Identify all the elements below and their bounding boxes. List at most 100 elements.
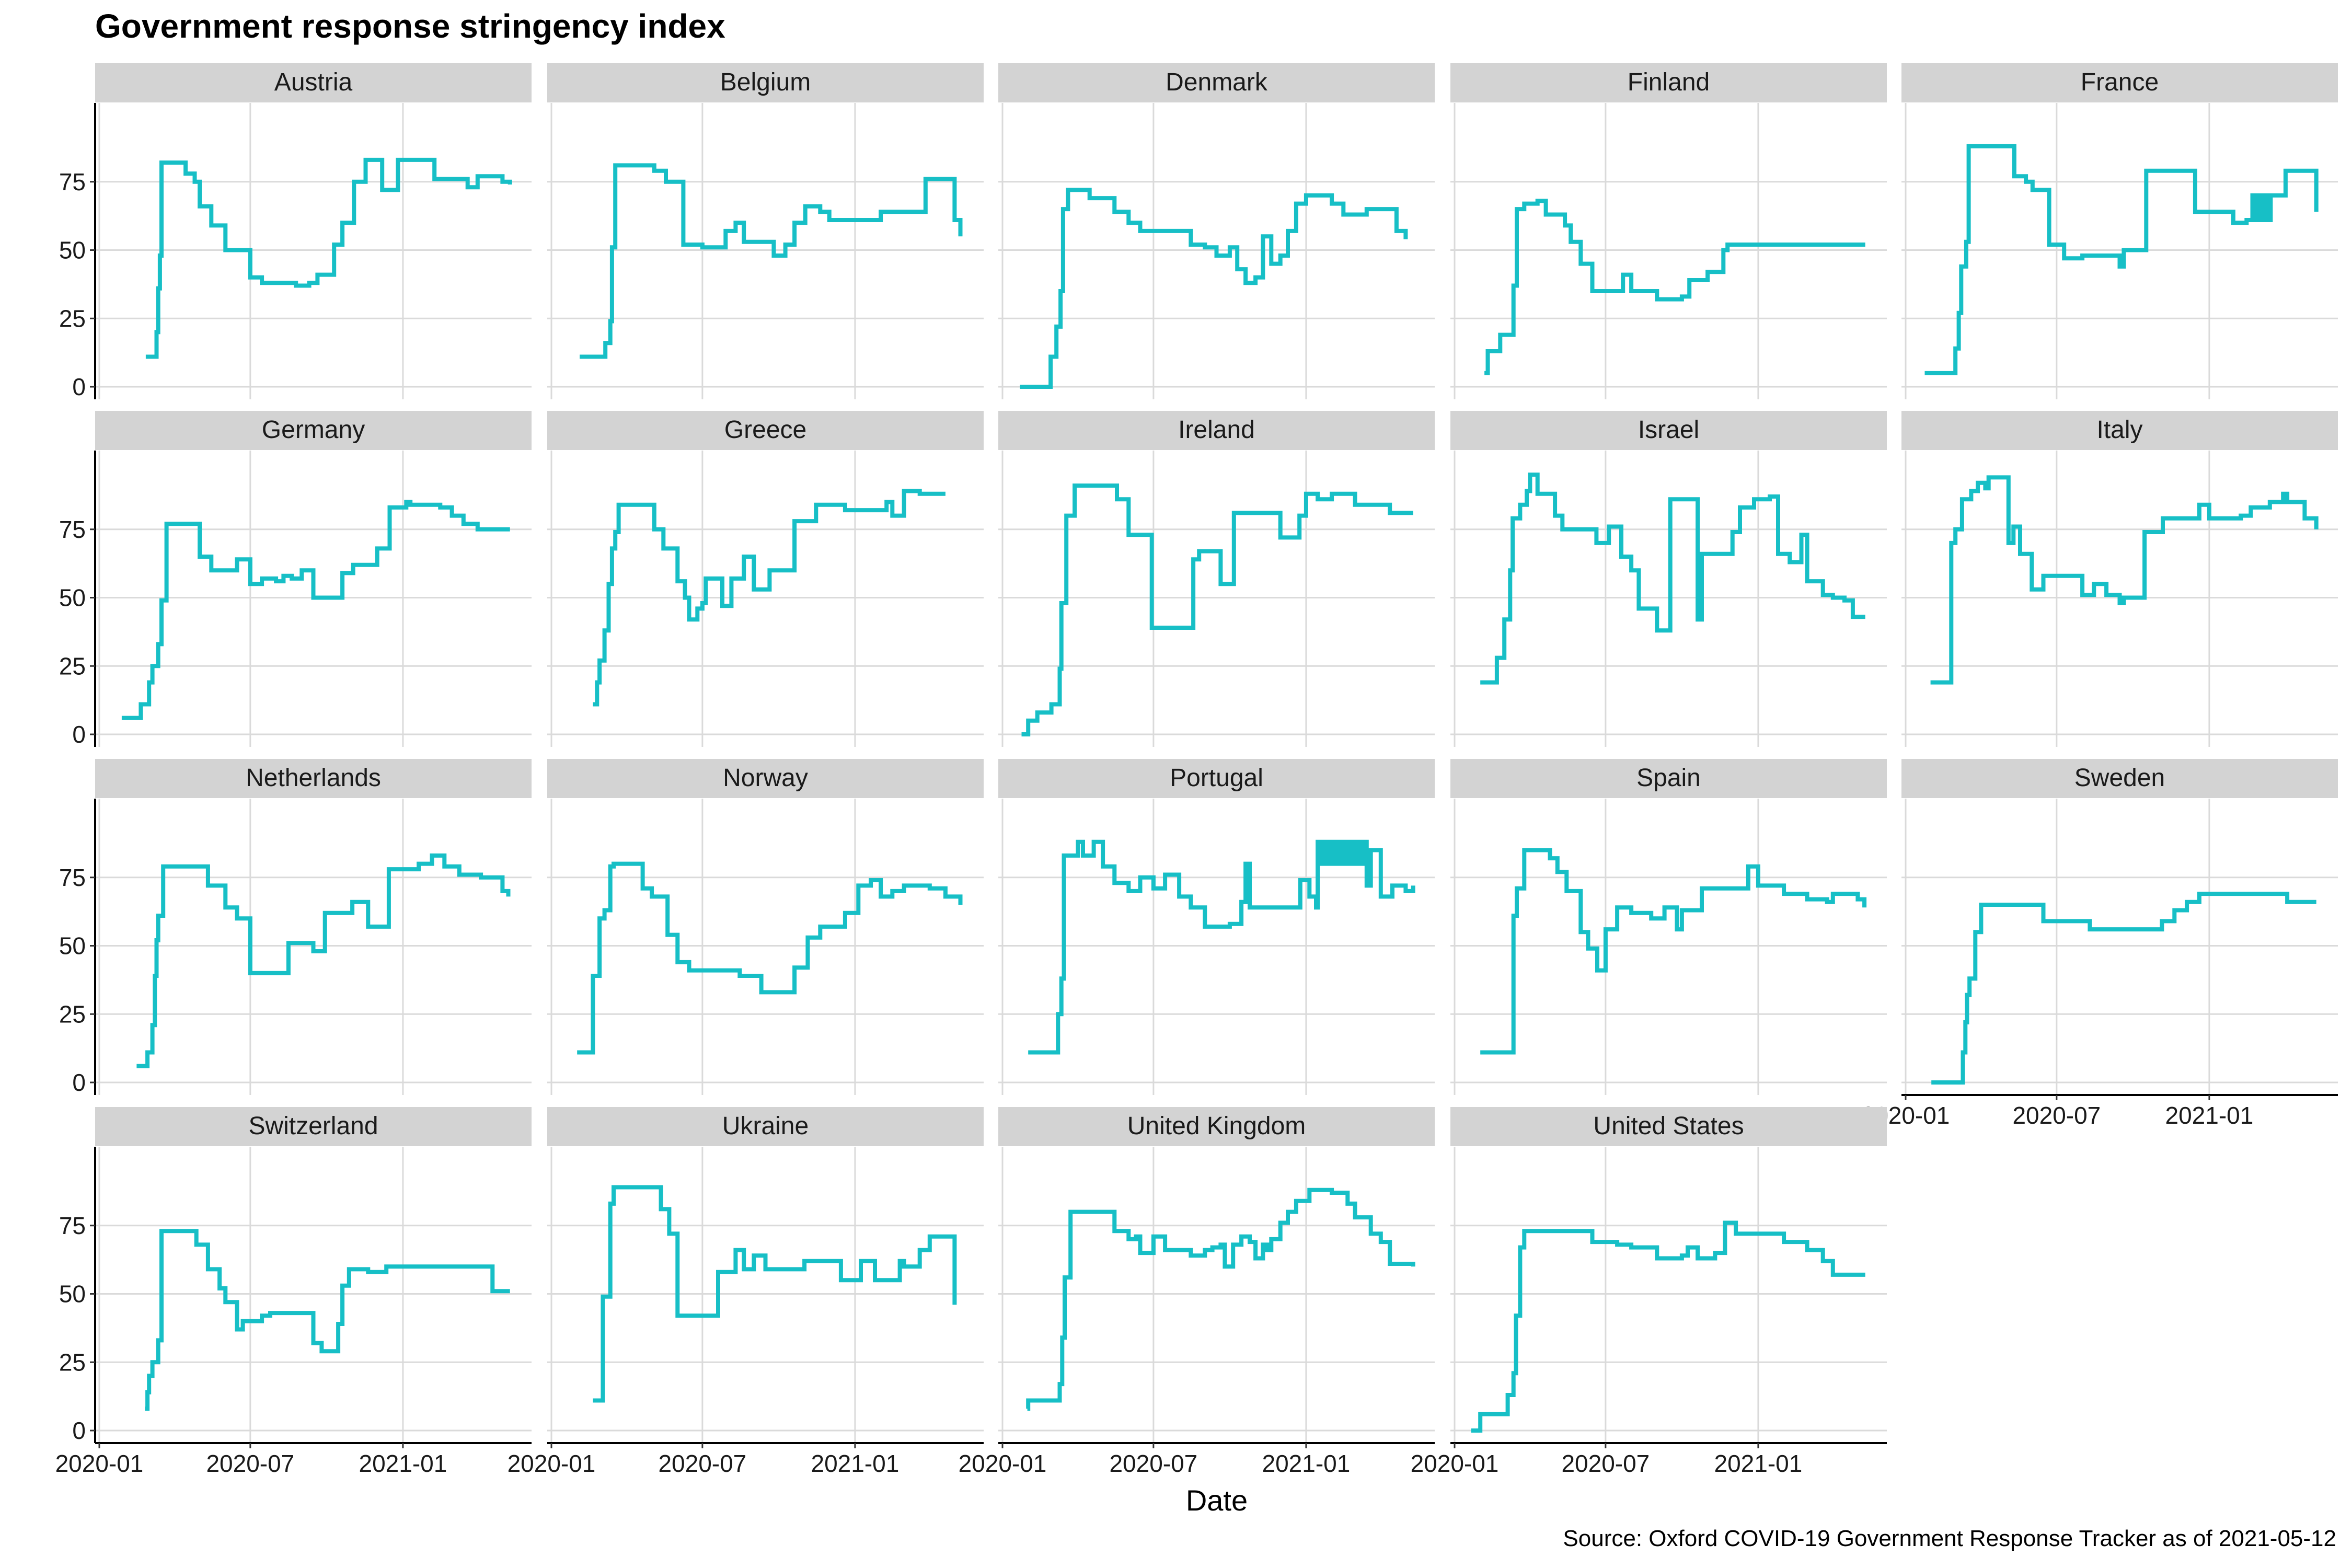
facet-label: Denmark xyxy=(1166,68,1268,96)
y-tick-label: 75 xyxy=(59,516,86,543)
x-tick-label: 2020-07 xyxy=(1561,1450,1650,1477)
facet-strip xyxy=(998,411,1435,450)
y-tick-label: 75 xyxy=(59,864,86,891)
facet-strip xyxy=(998,759,1435,798)
x-tick-label: 2021-01 xyxy=(1714,1450,1803,1477)
x-tick-label: 2020-01 xyxy=(1411,1450,1499,1477)
series-line xyxy=(1020,188,1408,389)
facet-panel-switzerland: Switzerland 0 25 50 75 2020-01 2020-07 2021-01 xyxy=(55,1107,532,1477)
series-line xyxy=(593,1185,957,1403)
facet-strip xyxy=(547,411,984,450)
facet-label: Belgium xyxy=(720,68,811,96)
facet-panel-netherlands: Netherlands 0 25 50 75 xyxy=(59,759,532,1096)
facet-label: Finland xyxy=(1628,68,1710,96)
facet-strip xyxy=(1901,411,2338,450)
facet-label: Israel xyxy=(1638,416,1699,444)
series-line xyxy=(1484,199,1865,375)
facet-panel-italy: Italy xyxy=(1901,411,2338,747)
facet-panel-france: France xyxy=(1901,63,2338,399)
y-tick-label: 50 xyxy=(59,584,86,612)
y-tick-label: 75 xyxy=(59,168,86,195)
series-line xyxy=(1021,483,1413,736)
facet-strip xyxy=(1450,759,1887,798)
x-tick-label: 2020-01 xyxy=(508,1450,596,1477)
facet-label: Austria xyxy=(274,68,353,96)
y-tick-label: 25 xyxy=(59,1348,86,1376)
facet-label: Norway xyxy=(723,764,808,792)
facet-panel-israel: Israel xyxy=(1450,411,1887,747)
x-tick-label: 2021-01 xyxy=(359,1450,447,1477)
facet-panel-norway: Norway xyxy=(547,759,984,1095)
facet-panel-ireland: Ireland xyxy=(998,411,1435,747)
series-line xyxy=(593,489,946,707)
chart-caption: Source: Oxford COVID-19 Government Respo… xyxy=(1563,1526,2336,1551)
facet-strip xyxy=(95,1107,532,1146)
y-tick-label: 50 xyxy=(59,1281,86,1308)
series-line xyxy=(1924,144,2319,375)
facet-strip xyxy=(1901,63,2338,102)
facet-label: France xyxy=(2081,68,2159,96)
x-axis-title: Date xyxy=(1186,1484,1248,1517)
facet-strip xyxy=(998,63,1435,102)
series-line xyxy=(1931,892,2316,1085)
facet-panel-germany: Germany 0 25 50 75 xyxy=(59,411,532,748)
facet-label: Ireland xyxy=(1178,416,1255,444)
x-tick-label: 2021-01 xyxy=(1262,1450,1351,1477)
chart-title: Government response stringency index xyxy=(95,7,725,45)
facet-label: Netherlands xyxy=(246,764,381,792)
facet-strip xyxy=(1450,1107,1887,1146)
facet-panel-ukraine: Ukraine 2020-01 2020-07 2021-01 xyxy=(508,1107,984,1477)
facet-strip xyxy=(95,759,532,798)
series-line xyxy=(1028,839,1415,1055)
series-line xyxy=(577,861,963,1055)
series-line xyxy=(1026,1187,1415,1411)
y-tick-label: 25 xyxy=(59,305,86,332)
series-line xyxy=(580,163,963,359)
y-tick-label: 0 xyxy=(72,721,86,748)
y-tick-label: 50 xyxy=(59,237,86,264)
y-tick-label: 25 xyxy=(59,1000,86,1028)
y-tick-label: 0 xyxy=(72,1069,86,1096)
facet-strip xyxy=(547,63,984,102)
series-line xyxy=(1930,475,2319,685)
x-tick-label: 2021-01 xyxy=(811,1450,900,1477)
facet-panel-austria: Austria 0 25 50 75 xyxy=(59,63,532,400)
facet-label: Spain xyxy=(1636,764,1701,792)
x-tick-label: 2020-07 xyxy=(1109,1450,1197,1477)
series-line xyxy=(1471,1220,1865,1433)
facet-strip xyxy=(998,1107,1435,1146)
facet-panel-united-states: United States 2020-01 2020-07 2021-01 xyxy=(1411,1107,1887,1477)
facet-label: Sweden xyxy=(2074,764,2165,792)
facet-strip xyxy=(1901,759,2338,798)
facet-label: Switzerland xyxy=(248,1112,378,1140)
facet-strip xyxy=(547,1107,984,1146)
y-tick-label: 50 xyxy=(59,932,86,960)
y-tick-label: 75 xyxy=(59,1212,86,1239)
facet-panels: Austria 0 25 50 75 Belgium Denmark Finland Franc… xyxy=(55,63,2338,1477)
facet-panel-denmark: Denmark xyxy=(998,63,1435,399)
y-tick-label: 25 xyxy=(59,652,86,679)
y-tick-label: 0 xyxy=(72,1417,86,1444)
x-tick-label: 2020-01 xyxy=(959,1450,1047,1477)
facet-label: Greece xyxy=(724,416,806,444)
series-line xyxy=(1480,848,1867,1055)
facet-label: Germany xyxy=(262,416,365,444)
series-line xyxy=(136,853,511,1068)
series-line xyxy=(121,500,510,720)
facet-panel-united-kingdom: United Kingdom 2020-01 2020-07 2021-01 xyxy=(959,1107,1435,1477)
facet-strip xyxy=(95,411,532,450)
facet-label: Italy xyxy=(2096,416,2142,444)
facet-panel-portugal: Portugal xyxy=(998,759,1435,1095)
facet-strip xyxy=(95,63,532,102)
x-tick-label: 2020-07 xyxy=(658,1450,746,1477)
facet-strip xyxy=(1450,411,1887,450)
series-line xyxy=(145,157,512,359)
facet-panel-spain: Spain xyxy=(1450,759,1887,1095)
x-tick-label: 2021-01 xyxy=(2165,1102,2254,1129)
facet-panel-finland: Finland xyxy=(1450,63,1887,399)
x-tick-label: 2020-01 xyxy=(55,1450,144,1477)
series-line xyxy=(1480,472,1865,685)
facet-panel-belgium: Belgium xyxy=(547,63,984,399)
